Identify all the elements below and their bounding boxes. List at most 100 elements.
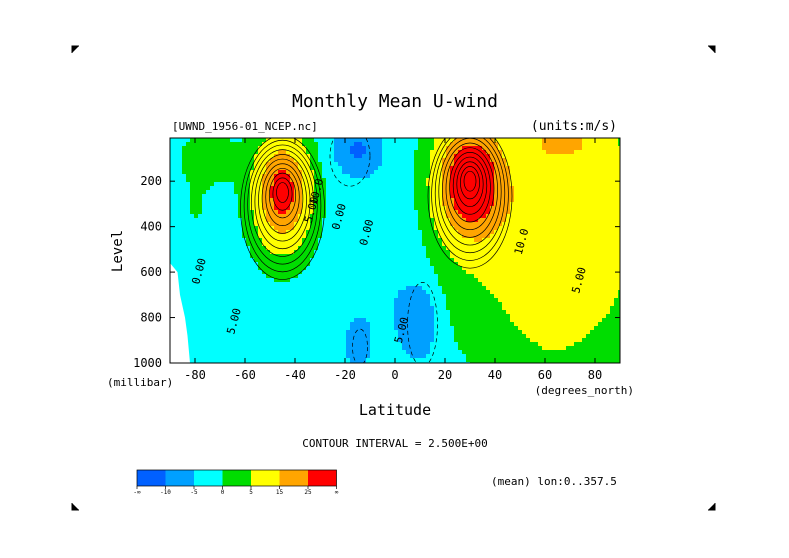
field-cell [346, 258, 351, 263]
field-cell [606, 198, 611, 203]
field-cell [222, 182, 227, 187]
field-cell [242, 226, 247, 231]
field-cell [554, 186, 559, 191]
field-cell [618, 262, 620, 267]
field-cell [370, 230, 375, 235]
field-cell [258, 278, 263, 283]
field-cell [330, 182, 335, 187]
field-cell [614, 250, 619, 255]
field-cell [558, 294, 563, 299]
field-cell [350, 266, 355, 271]
field-cell [310, 290, 315, 295]
field-cell [558, 310, 563, 315]
field-cell [466, 202, 471, 207]
field-cell [550, 162, 555, 167]
field-cell [562, 286, 567, 291]
field-cell [614, 230, 619, 235]
field-cell [342, 270, 347, 275]
field-cell [438, 238, 443, 243]
field-cell [370, 254, 375, 259]
field-cell [362, 242, 367, 247]
field-cell [322, 234, 327, 239]
field-cell [510, 266, 515, 271]
field-cell [286, 218, 291, 223]
field-cell [438, 270, 443, 275]
field-cell [294, 286, 299, 291]
field-cell [478, 150, 483, 155]
field-cell [330, 234, 335, 239]
field-cell [282, 178, 287, 183]
field-cell [598, 278, 603, 283]
field-cell [530, 154, 535, 159]
field-cell [474, 286, 479, 291]
field-cell [198, 206, 203, 211]
field-cell [346, 198, 351, 203]
field-cell [302, 302, 307, 307]
field-cell [362, 194, 367, 199]
field-cell [478, 146, 483, 151]
field-cell [502, 246, 507, 251]
field-cell [570, 218, 575, 223]
field-cell [378, 302, 383, 307]
field-cell [458, 254, 463, 259]
field-cell [434, 166, 439, 171]
field-cell [522, 170, 527, 175]
field-cell [350, 214, 355, 219]
field-cell [366, 270, 371, 275]
field-cell [614, 306, 619, 311]
field-cell [194, 246, 199, 251]
field-cell [414, 238, 419, 243]
field-cell [462, 146, 467, 151]
field-cell [394, 282, 399, 287]
field-cell [382, 186, 387, 191]
field-cell [278, 214, 283, 219]
field-cell [382, 190, 387, 195]
field-cell [570, 170, 575, 175]
field-cell [502, 238, 507, 243]
field-cell [182, 270, 187, 275]
field-cell [214, 294, 219, 299]
field-cell [210, 258, 215, 263]
field-cell [610, 266, 615, 271]
field-cell [554, 222, 559, 227]
field-cell [398, 254, 403, 259]
field-cell [530, 282, 535, 287]
field-cell [366, 182, 371, 187]
field-cell [314, 154, 319, 159]
field-cell [554, 178, 559, 183]
field-cell [310, 138, 315, 143]
field-cell [246, 178, 251, 183]
field-cell [390, 210, 395, 215]
field-cell [362, 238, 367, 243]
field-cell [522, 254, 527, 259]
field-cell [498, 138, 503, 143]
field-cell [558, 298, 563, 303]
field-cell [558, 194, 563, 199]
field-cell [174, 210, 179, 215]
field-cell [298, 302, 303, 307]
field-cell [578, 290, 583, 295]
field-cell [190, 226, 195, 231]
field-cell [442, 142, 447, 147]
field-cell [606, 214, 611, 219]
field-cell [402, 294, 407, 299]
field-cell [530, 178, 535, 183]
field-cell [242, 150, 247, 155]
field-cell [554, 306, 559, 311]
field-cell [386, 298, 391, 303]
field-cell [570, 138, 575, 143]
field-cell [598, 182, 603, 187]
field-cell [386, 214, 391, 219]
field-cell [306, 142, 311, 147]
field-cell [218, 262, 223, 267]
field-cell [206, 182, 211, 187]
field-cell [390, 294, 395, 299]
field-cell [326, 182, 331, 187]
field-cell [270, 154, 275, 159]
field-cell [214, 278, 219, 283]
field-cell [202, 222, 207, 227]
field-cell [206, 194, 211, 199]
field-cell [198, 310, 203, 315]
field-cell [394, 178, 399, 183]
field-cell [330, 158, 335, 163]
